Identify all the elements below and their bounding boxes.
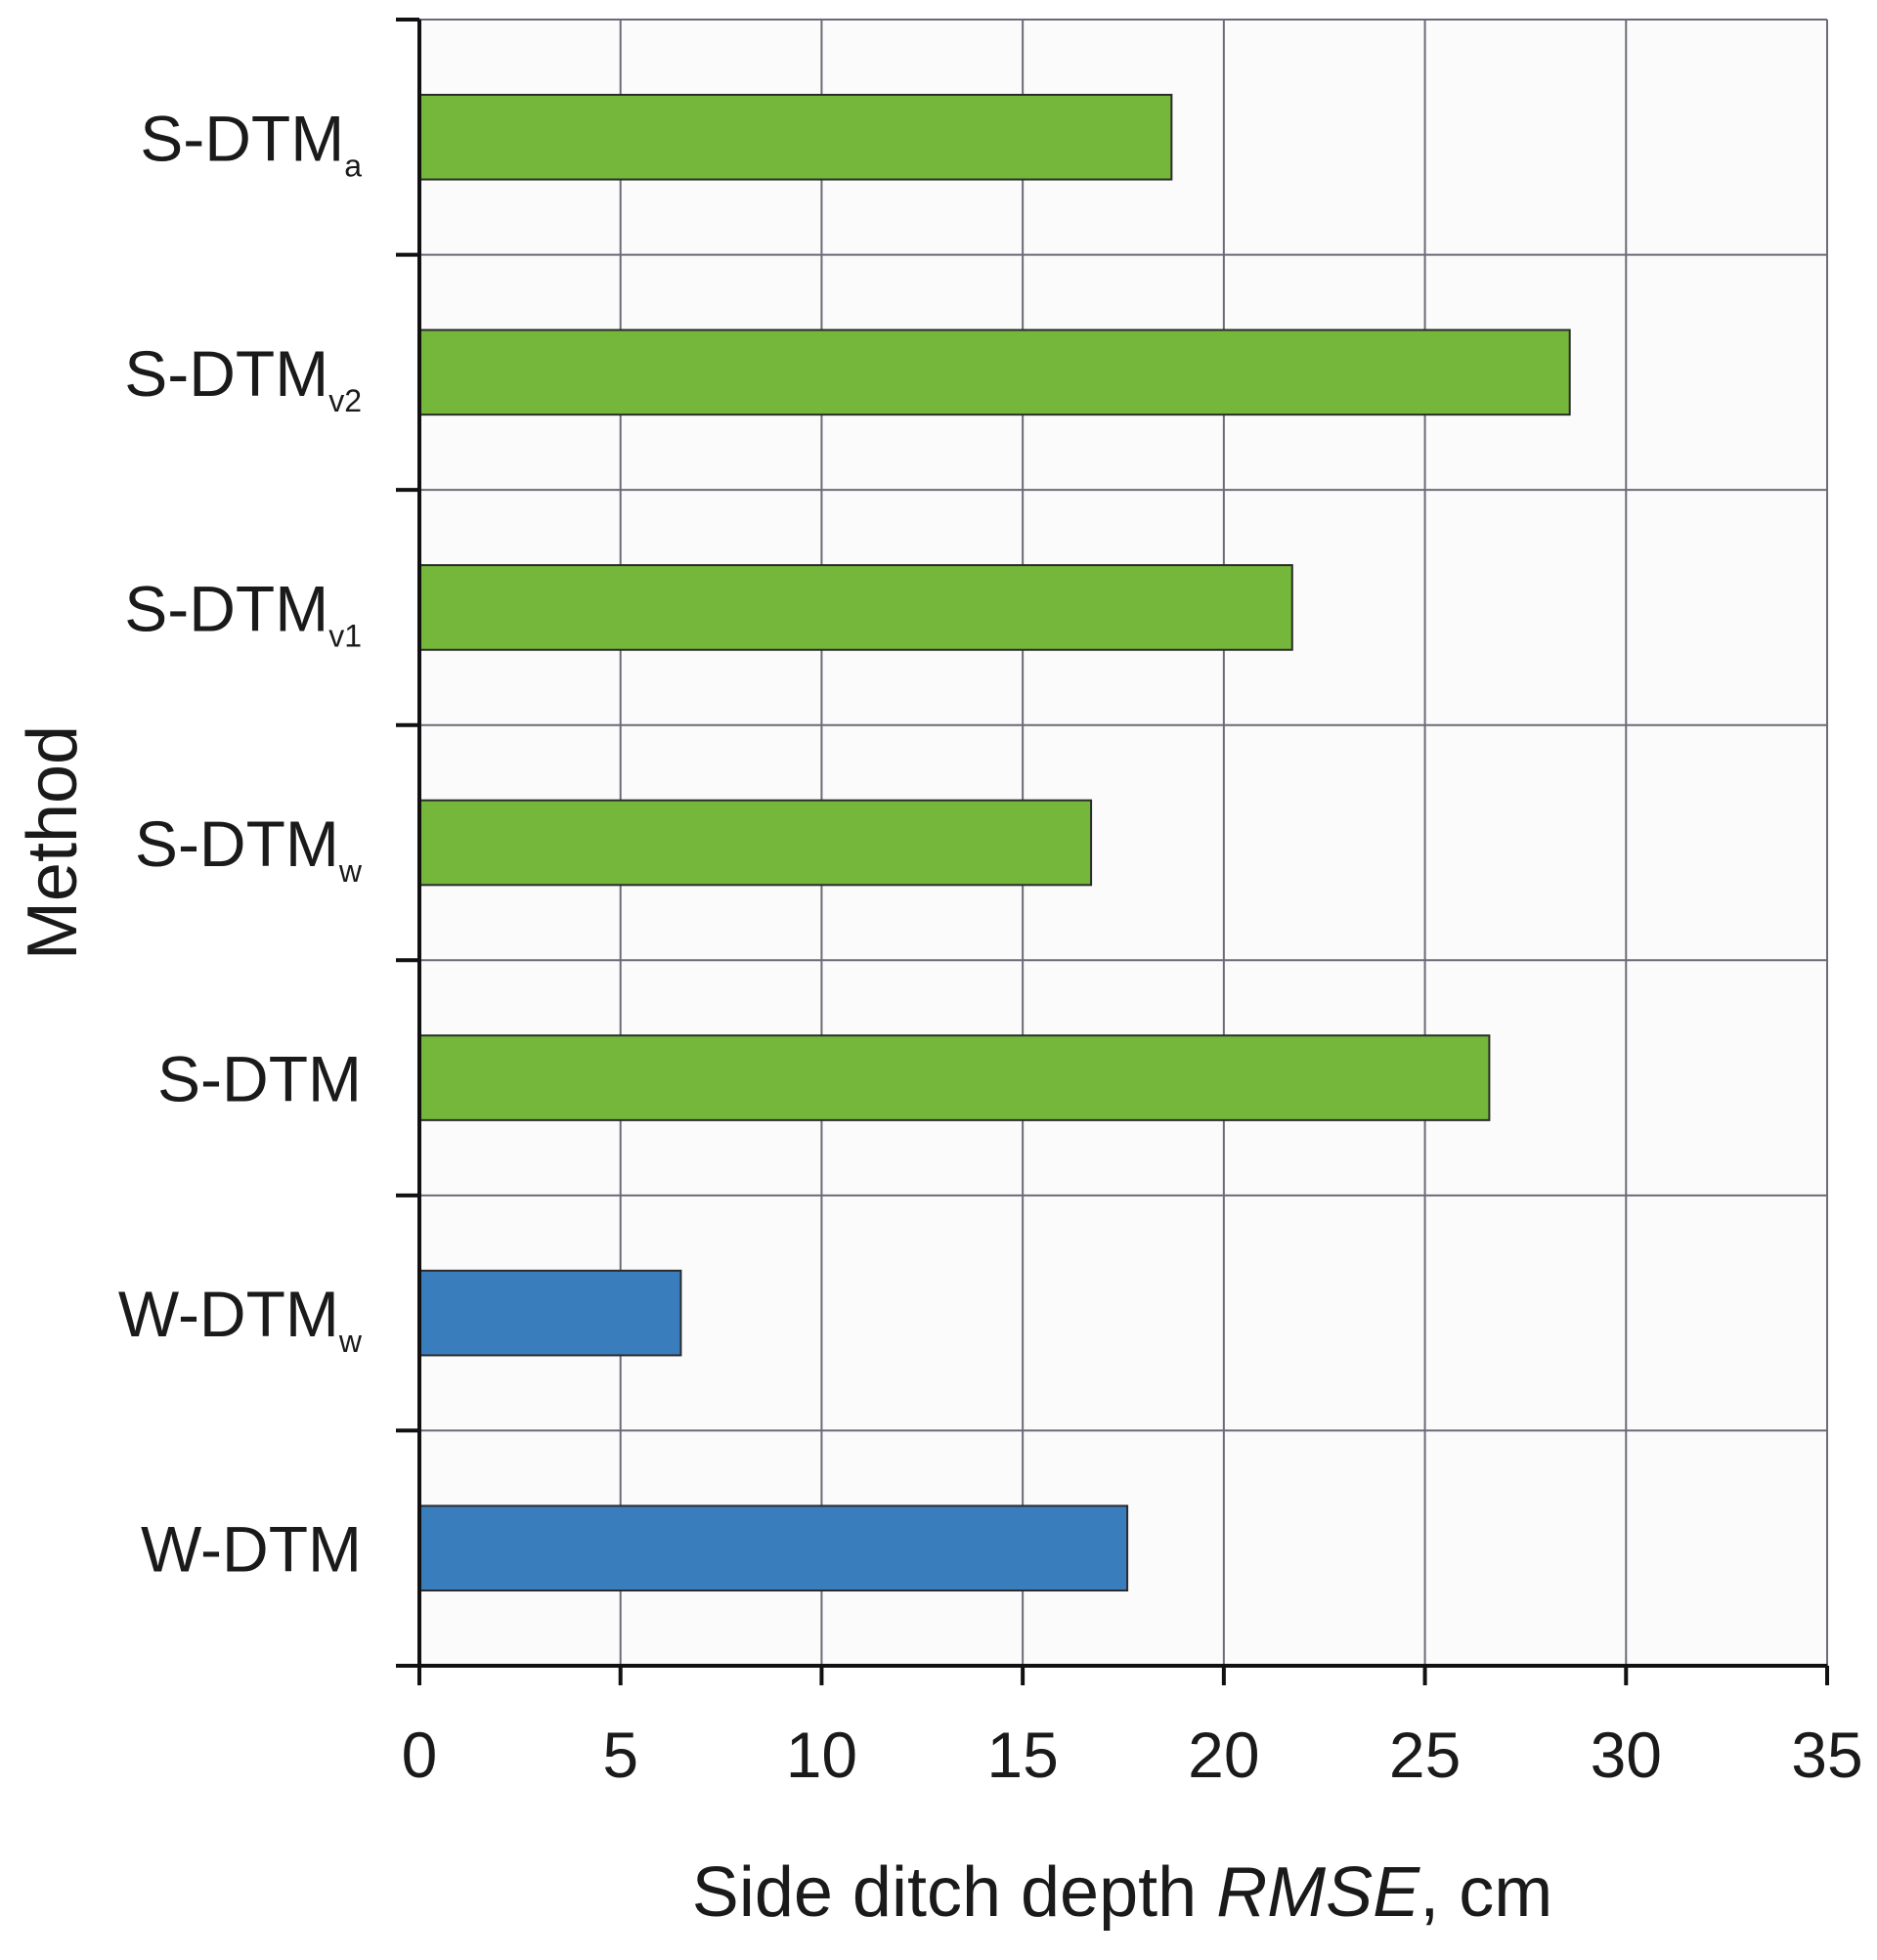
x-tick-label: 5	[602, 1719, 638, 1791]
x-tick-label: 30	[1591, 1719, 1662, 1791]
x-tick-label: 10	[786, 1719, 857, 1791]
category-label-subscript: w	[338, 1324, 363, 1359]
axes	[396, 18, 1829, 1685]
category-label: S-DTMv2	[124, 337, 362, 418]
bar	[418, 799, 1093, 887]
category-label-main: S-DTM	[135, 807, 339, 880]
x-tick-label: 15	[986, 1719, 1058, 1791]
category-label: W-DTM	[141, 1513, 362, 1586]
x-axis-title-main: Side ditch depth	[692, 1853, 1216, 1932]
x-axis-title: Side ditch depth RMSE, cm	[692, 1853, 1552, 1932]
category-label-subscript: a	[344, 148, 362, 183]
category-label-subscript: w	[338, 853, 363, 889]
category-label-main: W-DTM	[118, 1278, 339, 1350]
category-label-main: S-DTM	[140, 102, 344, 174]
bar	[418, 1269, 682, 1357]
y-axis-title: Method	[14, 725, 92, 960]
category-label: S-DTMw	[135, 807, 363, 889]
bar	[418, 1504, 1129, 1592]
bar	[418, 564, 1293, 651]
x-tick-label: 20	[1188, 1719, 1259, 1791]
x-tick-label: 35	[1791, 1719, 1862, 1791]
category-label-main: S-DTM	[124, 572, 328, 644]
labels: 0 5 10 15 20 25 30 35S-DTMaS-DTMv2S-DTMv1S-DTMw…	[118, 102, 1863, 1791]
category-label-main: S-DTM	[124, 337, 328, 410]
category-label: W-DTMw	[118, 1278, 363, 1359]
category-label-subscript: v2	[328, 383, 362, 418]
x-tick-label: 0	[402, 1719, 438, 1791]
bars	[418, 93, 1571, 1592]
bar	[418, 93, 1173, 181]
grid	[419, 19, 1828, 1666]
category-label-subscript: v1	[328, 618, 362, 653]
bar	[418, 328, 1571, 416]
bar	[418, 1034, 1491, 1121]
x-axis-title-unit: , cm	[1419, 1853, 1552, 1932]
category-label: S-DTMa	[140, 102, 362, 183]
category-label: S-DTM	[157, 1043, 362, 1115]
category-label-main: S-DTM	[157, 1043, 362, 1115]
x-tick-label: 25	[1389, 1719, 1461, 1791]
category-label-main: W-DTM	[141, 1513, 362, 1586]
x-axis-title-italic: RMSE	[1216, 1853, 1420, 1932]
category-label: S-DTMv1	[124, 572, 362, 653]
